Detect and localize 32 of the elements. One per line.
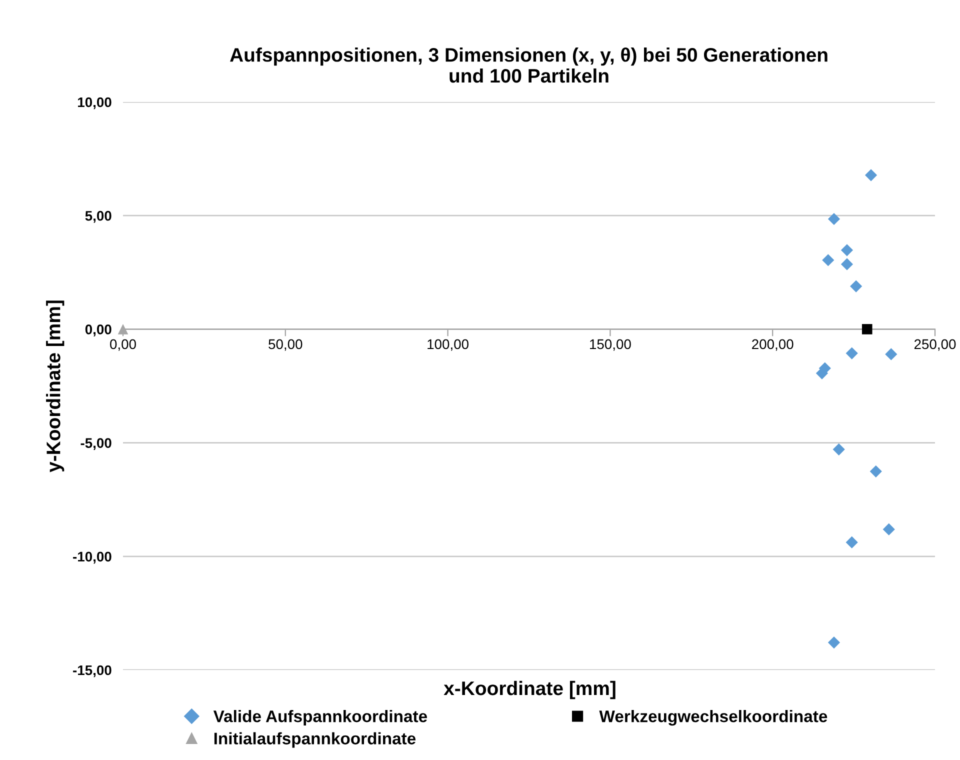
point [885,348,898,360]
y-tick-label: -10,00 [73,552,112,564]
y-tick-label: 5,00 [85,210,112,223]
point [840,258,854,270]
chart-title: Aufspannpositionen, 3 Dimensionen (x, y, θ) bei 50 Generationen und 100 Partikeln [230,48,828,83]
y-tick-label: -5,00 [80,438,112,450]
x-axis-title: x-Koordinate [mm] [444,680,616,700]
point [846,347,858,360]
x-tick-label: 50,00 [268,339,302,351]
point [822,254,834,266]
point [840,244,854,256]
y-tick-label: 10,00 [78,97,112,110]
y-tick-label: -15,00 [73,665,112,678]
point [828,212,840,226]
point [864,169,878,182]
point [882,523,895,536]
y-axis-title: y-Koordinate [mm] [46,300,64,472]
legend-label: Werkzeugwechselkoordinate [599,710,828,726]
point [828,636,840,649]
x-tick-label: 100,00 [428,339,468,351]
point [850,280,862,292]
y-tick-label: 0,00 [85,324,112,336]
point [862,324,872,334]
x-tick-label: 0,00 [110,339,136,351]
point [870,465,882,478]
x-tick-label: 250,00 [914,339,956,351]
point [846,536,858,548]
legend-label: Initialaufspannkoordinate [214,732,416,748]
x-tick-label: 150,00 [590,339,631,351]
x-tick-label: 200,00 [752,339,794,351]
point [832,443,845,456]
legend-label: Valide Aufspannkoordinate [213,710,427,726]
